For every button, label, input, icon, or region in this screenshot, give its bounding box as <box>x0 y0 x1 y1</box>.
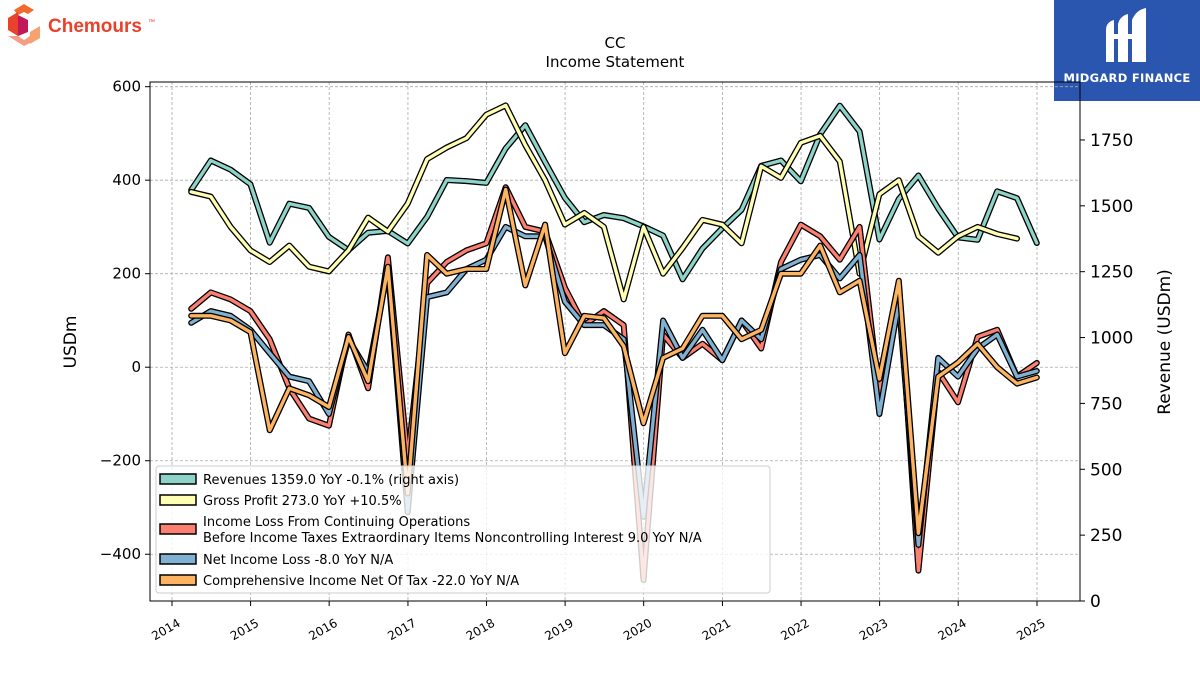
legend-swatch-gross_profit <box>159 494 197 506</box>
y2-tick-label: 1000 <box>1090 329 1133 349</box>
legend-swatch-income_loss <box>159 523 197 535</box>
legend-swatch-comprehensive <box>159 574 197 586</box>
x-tick-label: 2015 <box>228 616 261 643</box>
midgard-logo-mark <box>1106 8 1146 62</box>
y-tick-label: 600 <box>112 78 141 96</box>
series-lines <box>188 102 1040 583</box>
x-tick-label: 2016 <box>306 616 339 643</box>
legend-label-line: Income Loss From Continuing Operations <box>203 515 470 530</box>
legend-label-gross_profit: Gross Profit 273.0 YoY +10.5% <box>203 494 402 509</box>
chemours-logo-mark: Chemours ™ <box>8 4 155 46</box>
y2-tick-label: 1750 <box>1090 131 1133 151</box>
midgard-logo-text: MIDGARD FINANCE <box>1063 71 1191 85</box>
y-tick-label: −400 <box>100 545 141 563</box>
y-tick-label: −200 <box>100 452 141 470</box>
series-line-revenues <box>189 103 1039 281</box>
x-tick-label: 2021 <box>700 616 733 643</box>
legend-label-income_loss: Income Loss From Continuing Operations Be… <box>203 515 702 546</box>
y2-axis-label: Revenue (USDm) <box>1155 269 1175 415</box>
y2-tick-label: 250 <box>1090 526 1122 546</box>
series-line-comprehensive <box>189 187 1039 535</box>
midgard-finance-logo: MIDGARD FINANCE <box>1054 0 1200 101</box>
series-line-outline-gross_profit <box>188 102 1020 303</box>
x-tick-label: 2025 <box>1014 616 1047 643</box>
legend-box <box>155 465 771 594</box>
chemours-logo-text: Chemours <box>48 16 142 37</box>
legend-label-comprehensive: Comprehensive Income Net Of Tax -22.0 Yo… <box>203 574 519 589</box>
x-tick-label: 2020 <box>621 616 654 643</box>
y-tick-label: 0 <box>131 358 141 376</box>
series-line-gross_profit <box>189 103 1019 302</box>
chemours-logo: Chemours ™ <box>4 4 164 50</box>
y2-tick-label: 750 <box>1090 394 1122 414</box>
plot-frame <box>149 81 1081 602</box>
y-tick-label: 200 <box>112 265 141 283</box>
y2-tick-label: 1250 <box>1090 263 1133 283</box>
x-tick-label: 2018 <box>464 616 497 643</box>
chart-subtitle: Income Statement <box>546 53 685 71</box>
x-tick-label: 2023 <box>857 616 890 643</box>
legend-swatch-revenues <box>159 473 197 485</box>
chart-title: CC <box>605 34 626 52</box>
y2-tick-label: 1500 <box>1090 197 1133 217</box>
x-tick-label: 2019 <box>542 616 575 643</box>
legend-label-revenues: Revenues 1359.0 YoY -0.1% (right axis) <box>203 473 459 488</box>
x-tick-label: 2024 <box>935 616 968 643</box>
legend: Revenues 1359.0 YoY -0.1% (right axis) Gr… <box>155 465 771 594</box>
legend-label-line: Before Income Taxes Extraordinary Items … <box>203 531 702 546</box>
x-tick-label: 2022 <box>778 616 811 643</box>
x-tick-label: 2014 <box>149 616 182 643</box>
y-tick-label: 400 <box>112 171 141 189</box>
y2-tick-label: 0 <box>1090 592 1101 612</box>
chemours-logo-tm: ™ <box>148 19 155 26</box>
y2-tick-label: 500 <box>1090 460 1122 480</box>
legend-swatch-net_income <box>159 553 197 565</box>
x-tick-label: 2017 <box>385 616 418 643</box>
legend-label-net_income: Net Income Loss -8.0 YoY N/A <box>203 553 393 568</box>
y-axis-label: USDm <box>61 316 81 369</box>
